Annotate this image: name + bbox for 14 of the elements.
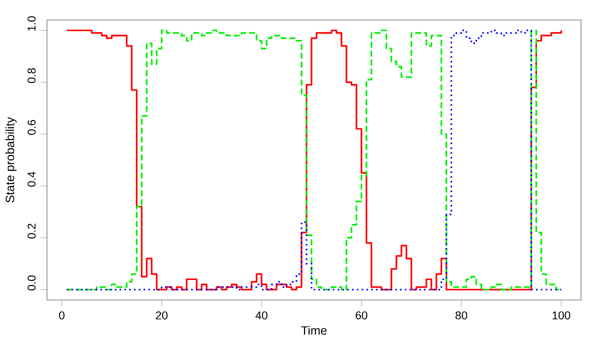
y-axis-title: State probability <box>5 117 17 202</box>
x-tick-label: 0 <box>59 311 64 320</box>
x-tick-label: 40 <box>256 311 268 320</box>
y-tick-label: 0.4 <box>28 172 36 187</box>
y-tick-label: 0.2 <box>28 224 36 239</box>
x-tick-label: 60 <box>356 311 368 320</box>
x-axis-title: Time <box>301 326 327 335</box>
x-tick-label: 80 <box>456 311 468 320</box>
y-tick-label: 0.6 <box>28 120 36 135</box>
y-tick-label: 0.8 <box>28 68 36 83</box>
y-tick-label: 1.0 <box>28 16 36 31</box>
x-tick-label: 100 <box>552 311 570 320</box>
y-tick-label: 0.0 <box>28 276 36 290</box>
x-tick-label: 20 <box>156 311 168 320</box>
